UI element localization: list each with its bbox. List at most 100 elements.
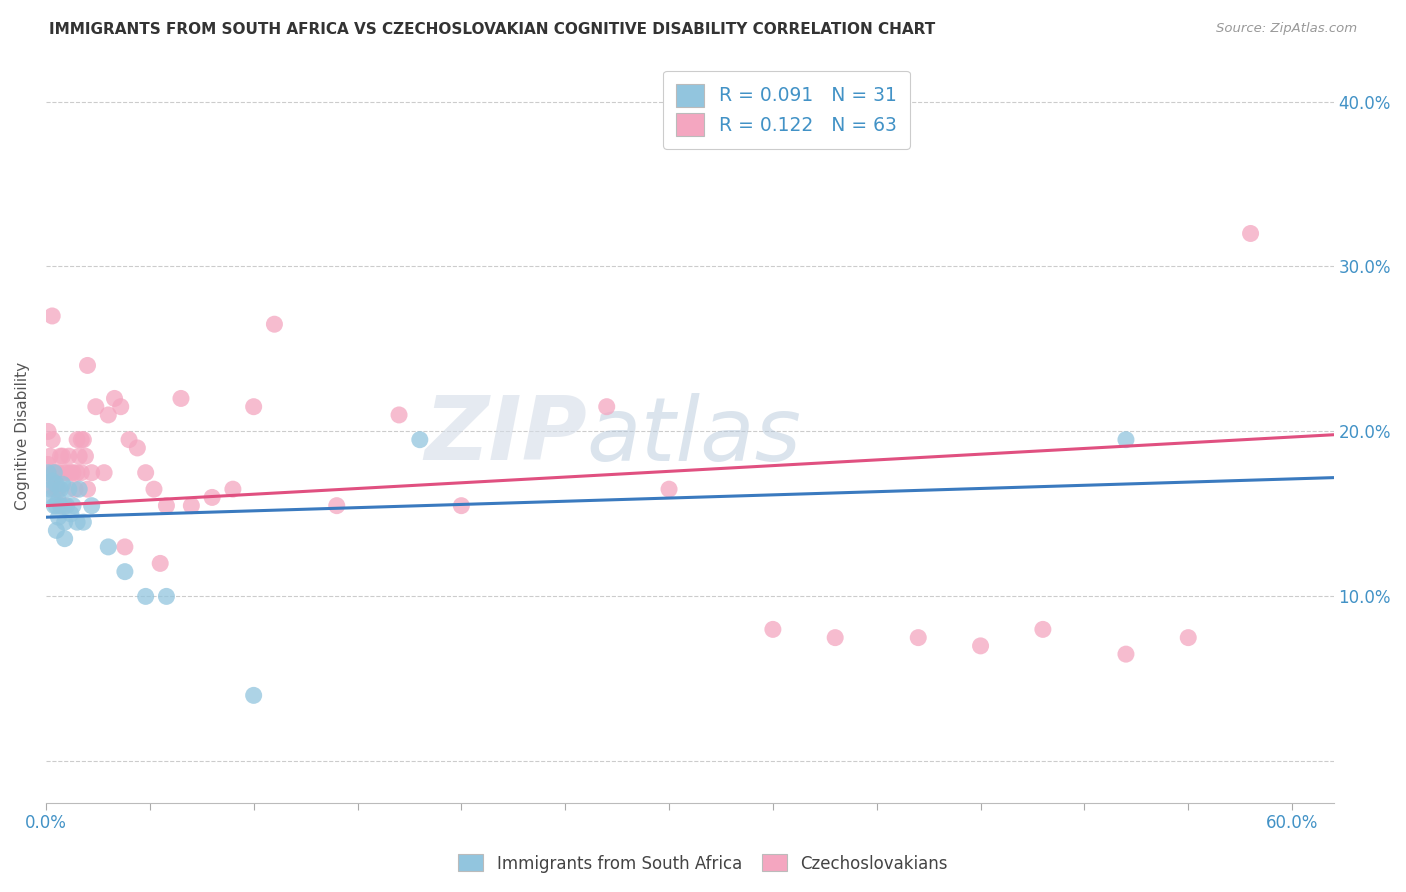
Point (969, 639, 991, 653)
Point (76, 482, 98, 496)
Point (97, 408, 120, 422)
Point (66, 515, 89, 529)
Point (222, 482, 245, 496)
Point (49, 482, 72, 496)
Point (44, 474, 66, 488)
Point (63, 482, 86, 496)
Legend: R = 0.091   N = 31, R = 0.122   N = 63: R = 0.091 N = 31, R = 0.122 N = 63 (662, 70, 910, 149)
Point (52, 477, 75, 491)
Point (52, 449, 75, 463)
Text: ZIP: ZIP (425, 392, 586, 479)
Point (409, 433, 432, 447)
Point (45, 482, 67, 496)
Point (75, 449, 97, 463)
Point (762, 623, 785, 637)
Text: IMMIGRANTS FROM SOUTH AFRICA VS CZECHOSLOVAKIAN COGNITIVE DISABILITY CORRELATION: IMMIGRANTS FROM SOUTH AFRICA VS CZECHOSL… (49, 22, 935, 37)
Point (39, 482, 62, 496)
Point (658, 482, 681, 496)
Point (66, 433, 89, 447)
Point (48, 493, 70, 508)
Point (93, 466, 115, 480)
Point (72, 433, 94, 447)
Point (388, 408, 411, 422)
Point (263, 317, 285, 331)
Point (155, 499, 177, 513)
Point (76, 359, 98, 373)
Point (53, 466, 76, 480)
Point (66, 466, 89, 480)
Point (48, 482, 70, 496)
Point (53, 532, 76, 546)
Point (62, 499, 84, 513)
Point (53, 515, 76, 529)
Point (37, 466, 59, 480)
Legend: Immigrants from South Africa, Czechoslovakians: Immigrants from South Africa, Czechoslov… (451, 847, 955, 880)
Point (80, 499, 103, 513)
Point (49, 449, 72, 463)
Point (118, 433, 141, 447)
Point (37, 458, 59, 472)
Point (45, 499, 67, 513)
Point (1115, 433, 1137, 447)
Point (48, 466, 70, 480)
Text: Source: ZipAtlas.com: Source: ZipAtlas.com (1216, 22, 1357, 36)
Point (84, 400, 107, 414)
Point (1115, 647, 1137, 661)
Point (70, 433, 93, 447)
Point (170, 392, 193, 406)
Point (67, 449, 90, 463)
Point (596, 400, 619, 414)
Point (39, 449, 62, 463)
Point (97, 540, 120, 554)
Point (242, 400, 264, 414)
Y-axis label: Cognitive Disability: Cognitive Disability (15, 361, 30, 509)
Point (67, 482, 90, 496)
Point (58, 449, 80, 463)
Point (201, 491, 224, 505)
Point (45, 466, 67, 480)
Point (149, 557, 172, 571)
Point (1177, 631, 1199, 645)
Point (55, 466, 77, 480)
Point (49, 499, 72, 513)
Point (127, 441, 149, 455)
Point (70, 466, 93, 480)
Point (49, 499, 72, 513)
Point (824, 631, 846, 645)
Point (110, 400, 132, 414)
Point (44, 466, 66, 480)
Point (53, 499, 76, 513)
Point (45, 477, 67, 491)
Point (37, 425, 59, 439)
Point (135, 590, 157, 604)
Point (135, 466, 157, 480)
Point (59, 466, 82, 480)
Point (44, 499, 66, 513)
Point (114, 540, 136, 554)
Point (180, 499, 202, 513)
Point (325, 499, 347, 513)
Point (114, 565, 136, 579)
Point (80, 466, 103, 480)
Point (41, 309, 63, 323)
Point (41, 466, 63, 480)
Point (59, 507, 82, 521)
Point (1239, 227, 1261, 241)
Point (907, 631, 929, 645)
Point (143, 482, 166, 496)
Point (58, 482, 80, 496)
Point (103, 392, 125, 406)
Point (72, 515, 94, 529)
Point (48, 510, 70, 524)
Point (45, 524, 67, 538)
Point (242, 689, 264, 703)
Point (44, 482, 66, 496)
Point (41, 474, 63, 488)
Point (155, 590, 177, 604)
Point (1032, 623, 1054, 637)
Point (62, 466, 84, 480)
Text: atlas: atlas (586, 392, 801, 478)
Point (41, 491, 63, 505)
Point (41, 433, 63, 447)
Point (55, 499, 77, 513)
